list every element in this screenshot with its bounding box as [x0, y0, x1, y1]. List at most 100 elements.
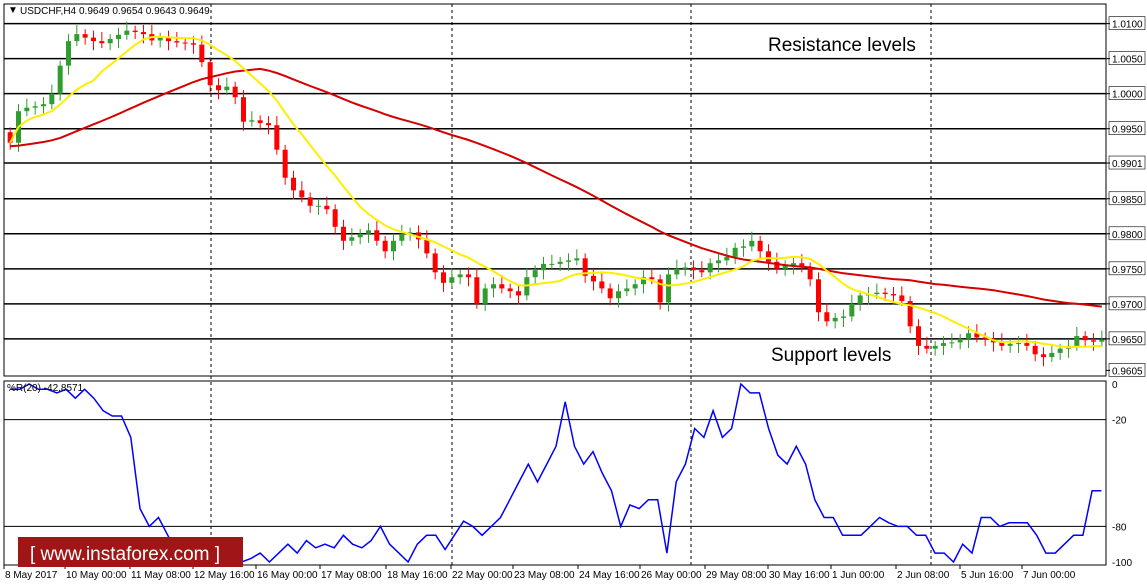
candle-body [1074, 336, 1080, 346]
candle-body [291, 177, 296, 191]
candle-body [132, 30, 138, 33]
candle-body [366, 230, 371, 234]
candle-body [932, 345, 938, 349]
indicator-tick-label: -80 [1112, 522, 1127, 533]
candle-body [732, 247, 738, 257]
candle-body [682, 267, 688, 269]
candle-body [216, 85, 221, 91]
time-tick-label: 24 May 16:00 [579, 570, 640, 581]
candle-body [957, 338, 963, 343]
candle-body [532, 270, 538, 278]
candle-body [491, 284, 496, 289]
symbol-title: USDCHF,H4 [20, 6, 77, 17]
price-tick-label: 1.0100 [1112, 20, 1143, 31]
candle-body [766, 251, 771, 262]
candle-body [582, 258, 588, 276]
candle-body [832, 317, 838, 322]
candle-body [191, 43, 196, 45]
price-tick-label: 0.9700 [1112, 300, 1143, 311]
indicator-tick-label: 0 [1112, 380, 1118, 391]
price-tick-label: 0.9850 [1112, 195, 1143, 206]
candle-body [591, 275, 596, 282]
candle-body [541, 263, 546, 271]
candle-body [99, 41, 105, 44]
candle-body [716, 260, 721, 264]
price-tick-box [1108, 191, 1146, 206]
candle-body [241, 97, 246, 122]
sma-slow-line [10, 67, 1102, 308]
indicator-panel-frame [3, 380, 1107, 566]
candle-body [207, 62, 213, 86]
price-tick-label: 1.0050 [1112, 55, 1143, 66]
candle-body [24, 107, 30, 112]
price-tick-label: 0.9650 [1112, 335, 1143, 346]
watermark: [ www.instaforex.com ] [18, 537, 243, 567]
candle-body [482, 288, 488, 304]
candle-body [257, 120, 263, 124]
candle-body [107, 39, 113, 44]
candle-body [274, 125, 280, 150]
time-tick-label: 30 May 16:00 [769, 570, 830, 581]
candle-body [41, 104, 46, 107]
candle-body [774, 261, 780, 269]
candle-body [466, 274, 471, 278]
candle-body [91, 37, 96, 42]
price-tick-label: 0.9605 [1112, 366, 1143, 377]
candle-body [441, 272, 446, 283]
price-tick-box [1108, 51, 1146, 65]
candle-body [166, 37, 171, 42]
price-tick-label: 0.9901 [1112, 159, 1143, 170]
candle-body [691, 267, 696, 271]
candle-body [332, 209, 338, 227]
candle-body [1049, 352, 1055, 358]
candle-body [307, 197, 313, 206]
time-tick-label: 16 May 00:00 [257, 570, 318, 581]
vertical-gridlines [210, 4, 932, 565]
candle-body [316, 205, 321, 207]
candle-body [399, 233, 405, 241]
indicator-tick-label: -20 [1112, 416, 1127, 427]
candle-body [1007, 343, 1013, 346]
sma-fast-line [9, 35, 1102, 349]
price-tick-box [1108, 363, 1146, 377]
candle-body [341, 226, 346, 241]
candle-body [424, 239, 430, 254]
candle-body [657, 279, 663, 303]
candle-body [407, 232, 413, 234]
price-tick-box [1108, 261, 1146, 276]
candle-body [816, 279, 821, 313]
price-tick-box [1108, 86, 1146, 100]
time-tick-label: 26 May 00:00 [641, 570, 702, 581]
candle-body [182, 42, 188, 44]
candle-body [266, 123, 271, 126]
dropdown-triangle-icon[interactable]: ▼ [8, 5, 18, 16]
candle-body [32, 106, 38, 108]
candle-body [374, 230, 380, 241]
indicator-title: %R(20) -42.8571 [7, 383, 84, 394]
candle-body [699, 270, 705, 273]
candle-body [674, 268, 680, 275]
candle-body [782, 265, 788, 269]
candle-body [557, 261, 563, 264]
price-tick-label: 1.0000 [1112, 90, 1143, 101]
indicator-tick-label: -100 [1112, 558, 1132, 569]
candle-body [82, 34, 88, 38]
time-tick-label: 23 May 08:00 [514, 570, 575, 581]
candle-body [74, 34, 80, 42]
candle-body [49, 93, 55, 105]
candle-body [507, 288, 513, 292]
time-tick-label: 5 Jun 16:00 [961, 570, 1014, 581]
candle-body [857, 295, 863, 304]
candle-body [907, 301, 913, 327]
time-axis: 8 May 2017 10 May 00:00 11 May 08:00 12 May… [3, 565, 1076, 581]
price-tick-box [1108, 121, 1146, 136]
time-tick-label: 11 May 08:00 [131, 570, 191, 581]
price-axis: 1.0100 1.0050 1.0000 0.9950 0.9901 0.9850 0.98… [1106, 16, 1146, 377]
candle-body [882, 292, 888, 295]
price-tick-box [1108, 155, 1146, 170]
williams-r-line [10, 382, 1102, 564]
candle-body [649, 277, 655, 280]
candle-body [707, 263, 713, 273]
watermark-text: [ www.instaforex.com ] [30, 544, 220, 565]
